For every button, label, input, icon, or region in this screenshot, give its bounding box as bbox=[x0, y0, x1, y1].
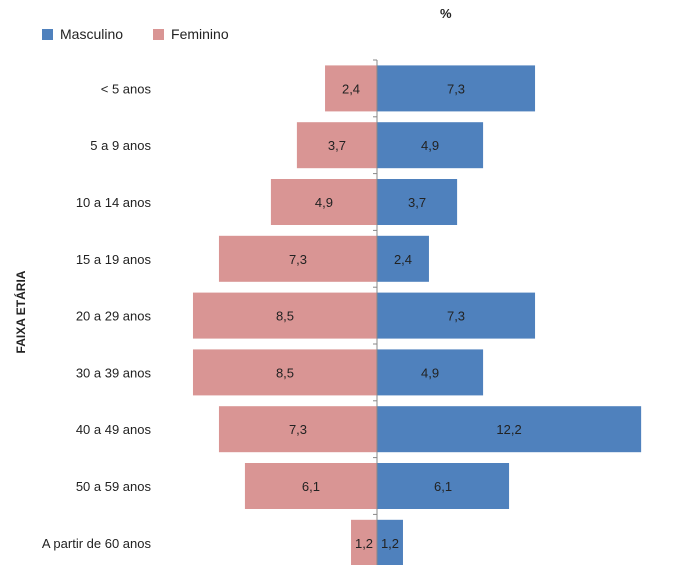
bar-masculino-row-6 bbox=[377, 406, 642, 453]
category-label-row-6: 40 a 49 anos bbox=[76, 422, 152, 437]
label-masculino-row-4: 7,3 bbox=[447, 309, 465, 324]
category-label-row-1: 5 a 9 anos bbox=[90, 138, 151, 153]
label-masculino-row-3: 2,4 bbox=[394, 252, 412, 267]
legend-item-feminino: Feminino bbox=[153, 26, 229, 42]
bar-feminino-row-2 bbox=[270, 179, 377, 225]
category-label-row-5: 30 a 39 anos bbox=[76, 365, 152, 380]
bar-feminino-row-0 bbox=[325, 65, 377, 112]
label-masculino-row-7: 6,1 bbox=[434, 479, 452, 494]
legend-label-masculino: Masculino bbox=[60, 26, 124, 42]
bar-masculino-row-4 bbox=[377, 292, 536, 339]
label-masculino-row-1: 4,9 bbox=[421, 138, 439, 153]
category-label-row-3: 15 a 19 anos bbox=[76, 252, 152, 267]
legend-swatch-masculino bbox=[42, 28, 53, 40]
category-label-row-4: 20 a 29 anos bbox=[76, 309, 152, 324]
label-feminino-row-1: 3,7 bbox=[328, 138, 346, 153]
bar-masculino-row-1 bbox=[377, 122, 484, 169]
bar-masculino-row-2 bbox=[377, 179, 458, 225]
bar-feminino-row-1 bbox=[296, 122, 377, 169]
category-label-row-8: A partir de 60 anos bbox=[42, 536, 152, 551]
label-feminino-row-2: 4,9 bbox=[315, 195, 333, 210]
bar-masculino-row-3 bbox=[377, 235, 429, 282]
label-masculino-row-2: 3,7 bbox=[408, 195, 426, 210]
legend: Masculino Feminino bbox=[42, 26, 229, 42]
label-feminino-row-8: 1,2 bbox=[355, 536, 373, 551]
bar-feminino-row-5 bbox=[192, 349, 377, 396]
label-feminino-row-7: 6,1 bbox=[302, 479, 320, 494]
legend-swatch-feminino bbox=[153, 28, 165, 40]
label-masculino-row-5: 4,9 bbox=[421, 365, 439, 380]
category-label-row-7: 50 a 59 anos bbox=[76, 479, 152, 494]
legend-label-feminino: Feminino bbox=[171, 26, 229, 42]
label-masculino-row-8: 1,2 bbox=[381, 536, 399, 551]
bar-feminino-row-4 bbox=[192, 292, 377, 339]
bar-feminino-row-3 bbox=[218, 235, 377, 282]
bar-masculino-row-5 bbox=[377, 349, 484, 396]
bar-feminino-row-6 bbox=[218, 406, 377, 453]
label-feminino-row-3: 7,3 bbox=[289, 252, 307, 267]
label-masculino-row-6: 12,2 bbox=[496, 422, 521, 437]
chart-title: % bbox=[440, 6, 452, 21]
bar-masculino-row-7 bbox=[377, 463, 510, 509]
label-feminino-row-5: 8,5 bbox=[276, 365, 294, 380]
category-label-row-0: < 5 anos bbox=[101, 81, 152, 96]
bar-feminino-row-7 bbox=[244, 463, 377, 509]
bar-feminino-row-8 bbox=[351, 519, 377, 565]
category-label-row-2: 10 a 14 anos bbox=[76, 195, 152, 210]
legend-item-masculino: Masculino bbox=[42, 26, 123, 42]
label-feminino-row-0: 2,4 bbox=[342, 81, 360, 96]
label-masculino-row-0: 7,3 bbox=[447, 81, 465, 96]
label-feminino-row-6: 7,3 bbox=[289, 422, 307, 437]
bar-masculino-row-8 bbox=[377, 519, 403, 565]
label-feminino-row-4: 8,5 bbox=[276, 309, 294, 324]
bar-masculino-row-0 bbox=[377, 65, 536, 112]
